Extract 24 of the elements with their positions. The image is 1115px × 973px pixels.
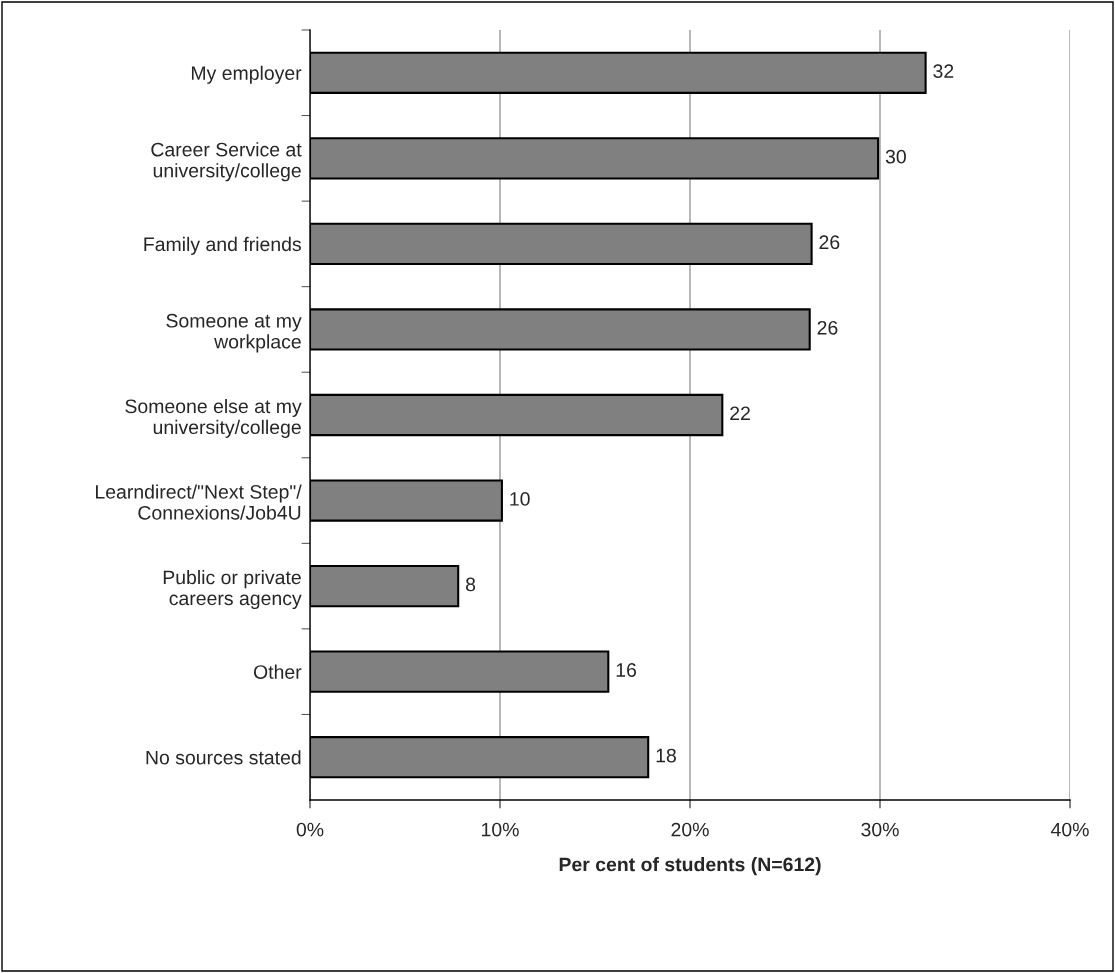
data-label: 26 (819, 235, 840, 250)
y-tick-label: Public or private careers agency (163, 570, 302, 610)
x-tick-label: 40% (1050, 822, 1089, 837)
y-tick-label: Family and friends (144, 236, 301, 255)
y-tick-label: Other (253, 664, 302, 679)
x-tick-label: 10% (482, 822, 519, 837)
data-label: 10 (510, 492, 530, 506)
x-tick-label: 30% (861, 822, 899, 837)
y-tick-label: Someone else at my university/college (125, 398, 302, 438)
data-label: 18 (656, 748, 676, 763)
data-label: 30 (885, 149, 906, 164)
y-tick-label: My employer (191, 65, 302, 84)
data-label: 32 (933, 64, 954, 78)
data-label: 8 (465, 577, 476, 592)
y-tick-label: Someone at my workplace (166, 313, 302, 353)
y-tick-label: Career Service at university/college (151, 142, 302, 182)
data-label: 16 (616, 663, 637, 677)
y-tick-label: No sources stated (146, 750, 301, 765)
x-tick-label: 20% (671, 822, 709, 837)
data-label: 26 (817, 320, 838, 335)
data-label: 22 (730, 406, 750, 421)
x-axis-title: Per cent of students (N=612) (559, 857, 821, 876)
y-tick-label: Learndirect/"Next Step"/ Connexions/Job4U (96, 484, 302, 520)
x-tick-label: 0% (296, 822, 324, 837)
